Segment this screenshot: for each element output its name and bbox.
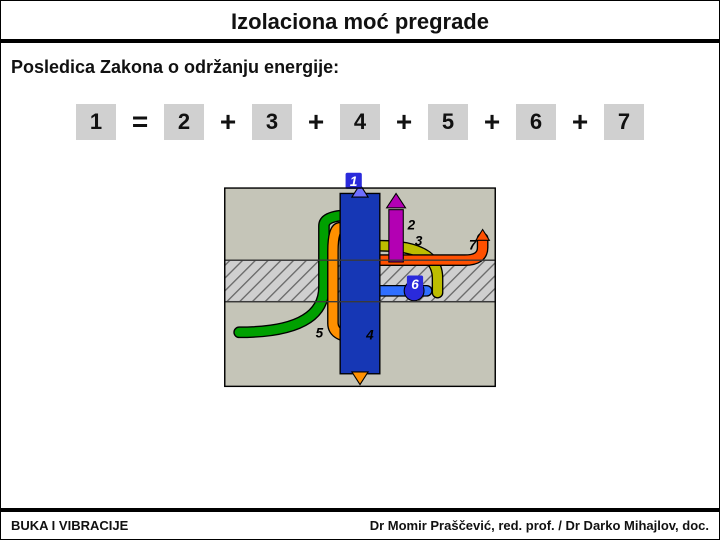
svg-text:5: 5 [316,326,324,341]
energy-flow-diagram: 1235476 [210,170,510,390]
diagram-area: 1235476 [1,140,719,508]
eq-op-4: + [394,106,414,138]
svg-text:6: 6 [411,277,419,292]
eq-term-7: 7 [604,104,644,140]
page-title: Izolaciona moć pregrade [1,1,719,43]
eq-term-1: 1 [76,104,116,140]
eq-term-5: 5 [428,104,468,140]
subtitle-text: Posledica Zakona o održanju energije: [1,43,719,86]
eq-term-4: 4 [340,104,380,140]
eq-op-2: + [218,106,238,138]
diagram-svg: 1235476 [210,170,510,390]
eq-op-3: + [306,106,326,138]
footer-right: Dr Momir Praščević, red. prof. / Dr Dark… [370,518,709,533]
svg-text:3: 3 [415,234,423,249]
eq-term-6: 6 [516,104,556,140]
energy-equation: 1 = 2 + 3 + 4 + 5 + 6 + 7 [1,86,719,140]
footer-bar: BUKA I VIBRACIJE Dr Momir Praščević, red… [1,508,719,539]
footer-left: BUKA I VIBRACIJE [11,518,128,533]
eq-op-6: + [570,106,590,138]
eq-op-1: = [130,106,150,138]
eq-term-3: 3 [252,104,292,140]
eq-term-2: 2 [164,104,204,140]
svg-text:1: 1 [350,174,358,189]
svg-text:2: 2 [407,218,416,233]
svg-text:4: 4 [365,328,374,343]
eq-op-5: + [482,106,502,138]
